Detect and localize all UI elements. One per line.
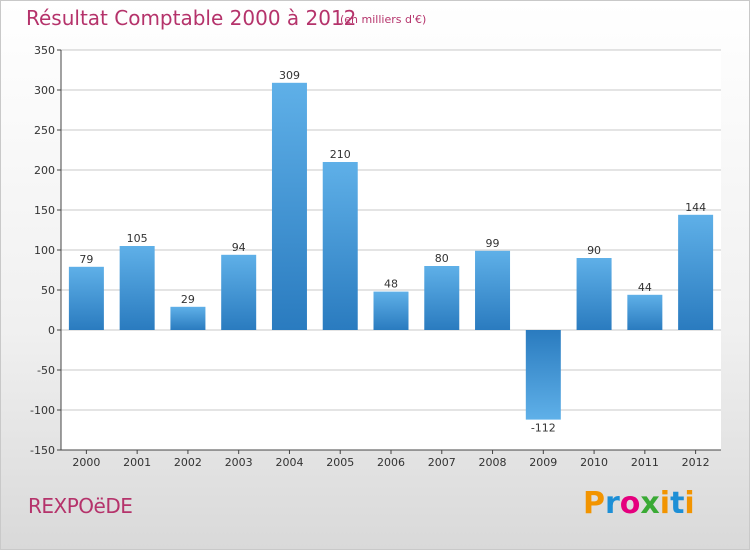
x-tick-label: 2010 bbox=[580, 456, 608, 469]
x-tick-label: 2001 bbox=[123, 456, 151, 469]
x-tick-label: 2008 bbox=[479, 456, 507, 469]
logo-letter: P bbox=[583, 486, 605, 521]
commune-name: REXPOëDE bbox=[28, 494, 133, 518]
data-label: 44 bbox=[638, 281, 652, 294]
bar-2000 bbox=[68, 266, 104, 330]
logo-letter: i bbox=[659, 486, 671, 521]
data-label: 99 bbox=[486, 237, 500, 250]
x-axis-ticks: 2000 2001 2002 2003 2004 2005 2006 2007 2008 2009… bbox=[72, 450, 710, 469]
logo-letter: r bbox=[605, 486, 620, 521]
proxiti-logo: Proxiti bbox=[583, 486, 695, 521]
y-tick-label: 0 bbox=[48, 324, 55, 337]
bar-2004 bbox=[271, 82, 307, 330]
bar-2012 bbox=[678, 214, 714, 330]
data-label: 79 bbox=[79, 253, 93, 266]
y-axis-ticks: -150 -100 -50 0 50 100 150 200 250 300 350 bbox=[30, 44, 61, 457]
data-label: 105 bbox=[127, 232, 148, 245]
data-label: 144 bbox=[685, 201, 706, 214]
y-tick-label: 100 bbox=[34, 244, 55, 257]
y-tick-label: -100 bbox=[30, 404, 55, 417]
data-label: 309 bbox=[279, 69, 300, 82]
data-label: 210 bbox=[330, 148, 351, 161]
bar-2002 bbox=[170, 306, 206, 330]
y-tick-label: -150 bbox=[30, 444, 55, 457]
x-tick-label: 2012 bbox=[682, 456, 710, 469]
x-tick-label: 2000 bbox=[72, 456, 100, 469]
y-tick-label: 50 bbox=[41, 284, 55, 297]
bar-2011 bbox=[627, 294, 663, 330]
y-tick-label: 200 bbox=[34, 164, 55, 177]
bar-2005 bbox=[322, 162, 358, 330]
bar-2009 bbox=[525, 330, 561, 420]
x-tick-label: 2009 bbox=[529, 456, 557, 469]
logo-letter: x bbox=[640, 486, 660, 521]
data-labels: 79 105 29 94 309 210 48 80 99 -112 90 44 144 bbox=[79, 69, 706, 435]
data-label: 48 bbox=[384, 278, 398, 291]
x-tick-label: 2004 bbox=[275, 456, 303, 469]
y-tick-label: 350 bbox=[34, 44, 55, 57]
y-tick-label: -50 bbox=[37, 364, 55, 377]
x-tick-label: 2006 bbox=[377, 456, 405, 469]
y-tick-label: 250 bbox=[34, 124, 55, 137]
x-tick-label: 2002 bbox=[174, 456, 202, 469]
y-tick-label: 150 bbox=[34, 204, 55, 217]
bar-2006 bbox=[373, 291, 409, 330]
y-tick-label: 300 bbox=[34, 84, 55, 97]
x-tick-label: 2011 bbox=[631, 456, 659, 469]
bar-2010 bbox=[576, 258, 612, 330]
bar-2003 bbox=[221, 254, 257, 330]
logo-letter: o bbox=[619, 486, 641, 521]
chart-subtitle: (en milliers d'€) bbox=[340, 13, 427, 26]
logo-letter: i bbox=[684, 486, 695, 521]
data-label: 80 bbox=[435, 252, 449, 265]
data-label: -112 bbox=[531, 422, 556, 435]
bar-2008 bbox=[475, 250, 511, 330]
x-tick-label: 2003 bbox=[225, 456, 253, 469]
data-label: 29 bbox=[181, 293, 195, 306]
x-tick-label: 2007 bbox=[428, 456, 456, 469]
bar-2007 bbox=[424, 266, 460, 330]
logo-letter: t bbox=[670, 486, 685, 521]
x-tick-label: 2005 bbox=[326, 456, 354, 469]
data-label: 94 bbox=[232, 241, 246, 254]
chart-title: Résultat Comptable 2000 à 2012 bbox=[26, 6, 357, 30]
data-label: 90 bbox=[587, 244, 601, 257]
bars bbox=[68, 82, 714, 420]
bar-2001 bbox=[119, 246, 155, 330]
